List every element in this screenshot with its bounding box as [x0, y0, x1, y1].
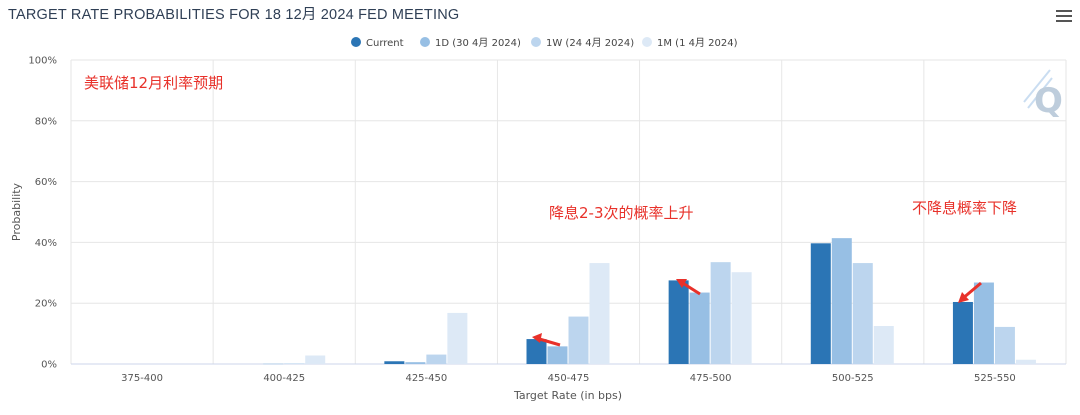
annotation-cut-probability: 降息2-3次的概率上升 [549, 204, 694, 222]
legend: Current 1D (30 4月 2024) 1W (24 4月 2024) 1M … [351, 37, 738, 49]
y-axis-label: Probability [10, 182, 23, 241]
bar-525-550-1[interactable] [973, 282, 994, 364]
annotation-cn-title: 美联储12月利率预期 [84, 74, 223, 92]
y-tick-label: 0% [41, 360, 57, 371]
x-tick-label: 500-525 [832, 373, 874, 384]
bar-450-475-2[interactable] [568, 316, 589, 364]
x-tick-label: 425-450 [405, 373, 447, 384]
bar-525-550-2[interactable] [994, 326, 1015, 364]
arrow-450-475 [532, 333, 561, 347]
bar-525-550-3[interactable] [1015, 359, 1036, 364]
annotation-no-cut-probability: 不降息概率下降 [912, 199, 1017, 217]
bar-475-500-2[interactable] [710, 262, 731, 364]
bar-475-500-0[interactable] [668, 280, 689, 364]
y-tick-label: 40% [35, 238, 57, 249]
arrow-525-550 [958, 281, 982, 303]
bar-450-475-1[interactable] [547, 346, 568, 364]
x-axis-label: Target Rate (in bps) [513, 389, 622, 402]
hamburger-menu-icon[interactable] [1056, 10, 1072, 24]
bar-425-450-1[interactable] [405, 362, 426, 364]
legend-label: 1M (1 4月 2024) [657, 37, 738, 49]
x-tick-label: 375-400 [121, 373, 163, 384]
legend-item[interactable]: 1D (30 4月 2024) [420, 37, 521, 49]
legend-item[interactable]: 1W (24 4月 2024) [531, 37, 634, 49]
bar-475-500-1[interactable] [689, 292, 710, 364]
bar-425-450-3[interactable] [447, 312, 468, 364]
x-tick-label: 450-475 [548, 373, 590, 384]
y-tick-label: 20% [35, 299, 57, 310]
y-tick-label: 60% [35, 177, 57, 188]
svg-text:Q: Q [1034, 81, 1063, 121]
chart-title: TARGET RATE PROBABILITIES FOR 18 12月 202… [8, 7, 460, 23]
x-tick-label: 525-550 [974, 373, 1016, 384]
bar-425-450-0[interactable] [384, 361, 405, 364]
arrow-475-500 [676, 279, 701, 296]
bar-475-500-3[interactable] [731, 272, 752, 364]
y-tick-label: 80% [35, 116, 57, 127]
bar-525-550-0[interactable] [952, 301, 973, 364]
legend-label: 1D (30 4月 2024) [435, 37, 521, 49]
legend-marker [351, 37, 361, 47]
bar-400-425-1[interactable] [263, 363, 284, 365]
bar-425-450-2[interactable] [426, 354, 447, 364]
q-logo-icon: Q [1023, 69, 1063, 121]
bars [263, 238, 1036, 365]
bar-500-525-3[interactable] [873, 326, 894, 364]
legend-item[interactable]: Current [351, 37, 404, 49]
x-tick-label: 475-500 [690, 373, 732, 384]
legend-label: 1W (24 4月 2024) [546, 37, 634, 49]
bar-500-525-1[interactable] [831, 238, 852, 364]
legend-item[interactable]: 1M (1 4月 2024) [642, 37, 738, 49]
legend-marker [420, 37, 430, 47]
bar-400-425-2[interactable] [284, 363, 305, 364]
x-tick-label: 400-425 [263, 373, 305, 384]
bar-450-475-3[interactable] [589, 263, 610, 364]
x-axis-ticks: 375-400 400-425 425-450 450-475 475-500 500-5… [121, 373, 1016, 384]
bar-450-475-0[interactable] [526, 339, 547, 364]
legend-marker [642, 37, 652, 47]
gridlines [70, 59, 1067, 365]
y-axis-ticks: 0% 20% 40% 60% 80% 100% [28, 56, 57, 371]
bar-500-525-0[interactable] [810, 243, 831, 364]
y-tick-label: 100% [28, 56, 57, 67]
bar-500-525-2[interactable] [852, 263, 873, 364]
legend-label: Current [366, 38, 404, 49]
legend-marker [531, 37, 541, 47]
bar-400-425-3[interactable] [305, 355, 326, 364]
